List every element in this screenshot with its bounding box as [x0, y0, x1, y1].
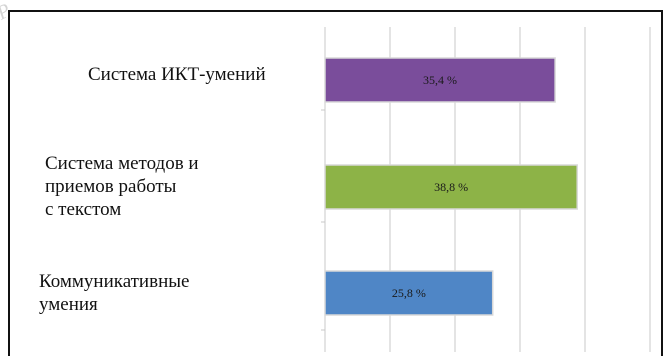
bar-chart: 35,4 % 38,8 % 25,8 %	[321, 27, 651, 352]
chart-frame: 35,4 % 38,8 % 25,8 % Система ИКТ-умений Си…	[8, 10, 663, 356]
category-label-communicative: Коммуникативные умения	[39, 271, 190, 315]
data-labels: 35,4 % 38,8 % 25,8 %	[392, 73, 468, 300]
data-label-1: 38,8 %	[434, 180, 468, 194]
bar-1	[324, 164, 578, 210]
bars	[324, 57, 578, 316]
category-label-ikt: Система ИКТ-умений	[88, 64, 266, 85]
category-label-text-methods: Система методов и приемов работы с текст…	[45, 153, 199, 220]
data-label-0: 35,4 %	[423, 73, 457, 87]
bar-2	[324, 270, 494, 316]
data-label-2: 25,8 %	[392, 286, 426, 300]
bar-0	[324, 57, 556, 103]
